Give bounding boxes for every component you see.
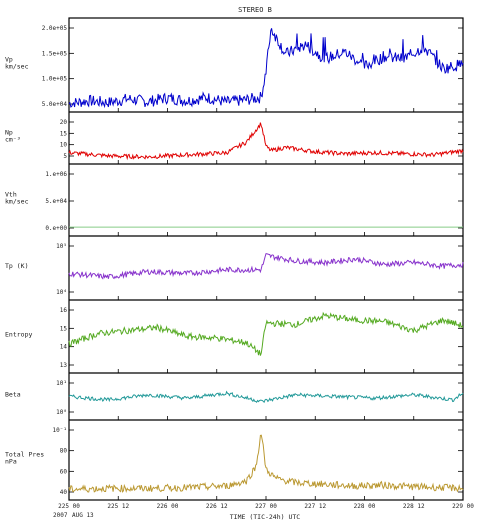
panel-ylabel: Beta xyxy=(5,391,21,399)
x-axis-title: TIME (TIC-24h) UTC xyxy=(230,513,301,521)
y-tick-label: 2.0e+05 xyxy=(42,25,68,32)
panel-ylabel: Tp (K) xyxy=(5,262,28,270)
x-year-label: 2007 xyxy=(53,512,68,519)
y-tick-label: 10⁴ xyxy=(56,289,67,296)
series-line-np xyxy=(68,122,464,161)
chart-title: STEREO B xyxy=(238,6,272,14)
series-line-tp xyxy=(68,253,464,280)
y-tick-label: 10⁻¹ xyxy=(53,427,67,434)
y-tick-label: 60 xyxy=(60,468,68,475)
panel-ylabel: Entropy xyxy=(5,331,32,339)
x-tick-label: 226 00 xyxy=(157,503,179,510)
y-tick-label: 13 xyxy=(60,362,68,369)
panel-beta: 10¹ 10⁰ Beta xyxy=(5,372,464,416)
panel-ylabel: Vth xyxy=(5,191,17,199)
y-tick-label: 80 xyxy=(60,448,68,455)
panel-ylabel: cm⁻³ xyxy=(5,136,21,144)
x-tick-label: 225 12 xyxy=(107,503,129,510)
panel-ylabel: Np xyxy=(5,129,13,137)
panel-ylabel: nPa xyxy=(5,458,17,466)
y-tick-label: 10 xyxy=(60,142,68,149)
y-tick-label: 10¹ xyxy=(56,380,67,387)
panels-layer: 2.0e+051.5e+051.0e+055.0e+04Vpkm/sec2015… xyxy=(5,25,464,496)
series-line-ptot xyxy=(68,434,464,494)
x-tick-label: 227 00 xyxy=(255,503,277,510)
y-tick-label: 10⁰ xyxy=(56,409,67,416)
plot-frame xyxy=(68,17,464,501)
y-tick-label: 10⁵ xyxy=(56,243,67,250)
panel-ylabel: km/sec xyxy=(5,63,29,71)
y-tick-label: 1.0e+05 xyxy=(42,76,68,83)
y-tick-label: 40 xyxy=(60,489,68,496)
x-tick-label: 229 00 xyxy=(452,503,474,510)
x-tick-label: 225 00 xyxy=(58,503,80,510)
y-tick-label: 20 xyxy=(60,119,68,126)
x-tick-label: 226 12 xyxy=(206,503,228,510)
y-tick-label: 15 xyxy=(60,130,68,137)
panel-ylabel: km/sec xyxy=(5,198,29,206)
panel-ylabel: Vp xyxy=(5,56,13,64)
panel-entropy: 16 15 14 13 Entropy xyxy=(5,299,464,369)
panel-ylabel: Total Pres xyxy=(5,451,44,459)
y-tick-label: 15 xyxy=(60,325,68,332)
x-tick-label: 227 12 xyxy=(304,503,326,510)
series-line-beta xyxy=(68,390,464,404)
x-axis: 225 00 225 12 226 00 226 12 227 00 227 12 228 … xyxy=(58,108,474,510)
x-tick-label: 228 12 xyxy=(403,503,425,510)
y-tick-label: 1.5e+05 xyxy=(42,50,68,57)
y-tick-label: 5.e+04 xyxy=(45,198,67,205)
y-tick-label: 16 xyxy=(60,307,68,314)
series-line-entropy xyxy=(68,311,464,356)
panel-tp: 10⁵ 10⁴ Tp (K) xyxy=(5,235,464,296)
y-tick-label: 5.0e+04 xyxy=(42,101,68,108)
y-tick-label: 5 xyxy=(63,153,67,160)
x-date-label: AUG 13 xyxy=(72,512,94,519)
x-tick-label: 228 00 xyxy=(354,503,376,510)
y-tick-label: 1.e+06 xyxy=(45,171,67,178)
y-tick-label: 14 xyxy=(60,344,68,351)
y-tick-label: 0.e+00 xyxy=(45,225,67,232)
series-line-vp xyxy=(68,28,464,109)
